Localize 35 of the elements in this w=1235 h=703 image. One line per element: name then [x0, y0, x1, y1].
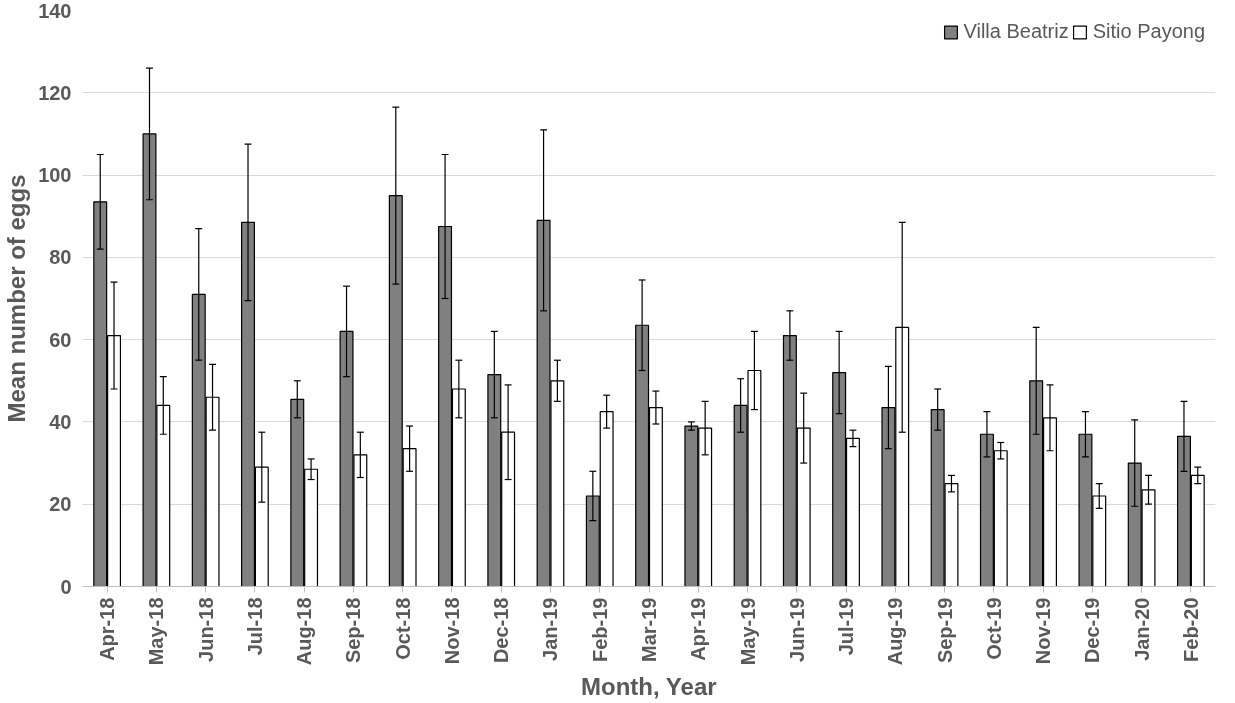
x-tick-label: Feb-19	[588, 597, 611, 662]
x-tick-label: Jul-18	[243, 597, 266, 656]
y-tick-label: 40	[49, 410, 72, 433]
x-tick-label: Jun-18	[194, 597, 217, 662]
y-tick-label: 20	[49, 493, 72, 516]
y-tick-label: 0	[60, 575, 72, 598]
x-tick-label: Oct-18	[391, 597, 414, 660]
x-tick-label: Feb-20	[1179, 597, 1202, 662]
x-tick-label: Nov-18	[440, 597, 463, 665]
legend-label: Sitio Payong	[1092, 20, 1205, 43]
x-tick-label: Jun-19	[785, 597, 808, 662]
x-tick-label: Jan-20	[1130, 597, 1153, 661]
y-axis-title: Mean number of eggs	[3, 174, 31, 423]
x-tick-label: Nov-19	[1032, 597, 1055, 665]
x-axis-title: Month, Year	[580, 673, 717, 701]
x-tick-label: Aug-18	[293, 597, 316, 666]
y-tick-label: 140	[38, 0, 72, 22]
x-tick-label: May-19	[736, 597, 759, 666]
x-tick-label: Apr-18	[96, 597, 119, 661]
y-tick-label: 80	[49, 246, 72, 269]
y-tick-label: 60	[49, 328, 72, 351]
x-tick-label: Oct-19	[982, 597, 1005, 660]
legend-label: Villa Beatriz	[963, 20, 1069, 43]
x-tick-label: Dec-19	[1081, 597, 1104, 664]
x-tick-label: Jul-19	[835, 597, 858, 656]
x-tick-label: Jan-19	[539, 597, 562, 661]
y-tick-label: 120	[38, 81, 72, 104]
x-tick-label: May-18	[145, 597, 168, 666]
x-tick-label: Aug-19	[884, 597, 907, 666]
x-tick-label: Sep-18	[342, 597, 365, 664]
x-tick-label: Sep-19	[933, 597, 956, 664]
x-tick-label: Mar-19	[638, 597, 660, 662]
x-tick-label: Apr-19	[687, 597, 710, 661]
x-tick-label: Dec-18	[490, 597, 513, 664]
y-tick-label: 100	[38, 164, 72, 187]
